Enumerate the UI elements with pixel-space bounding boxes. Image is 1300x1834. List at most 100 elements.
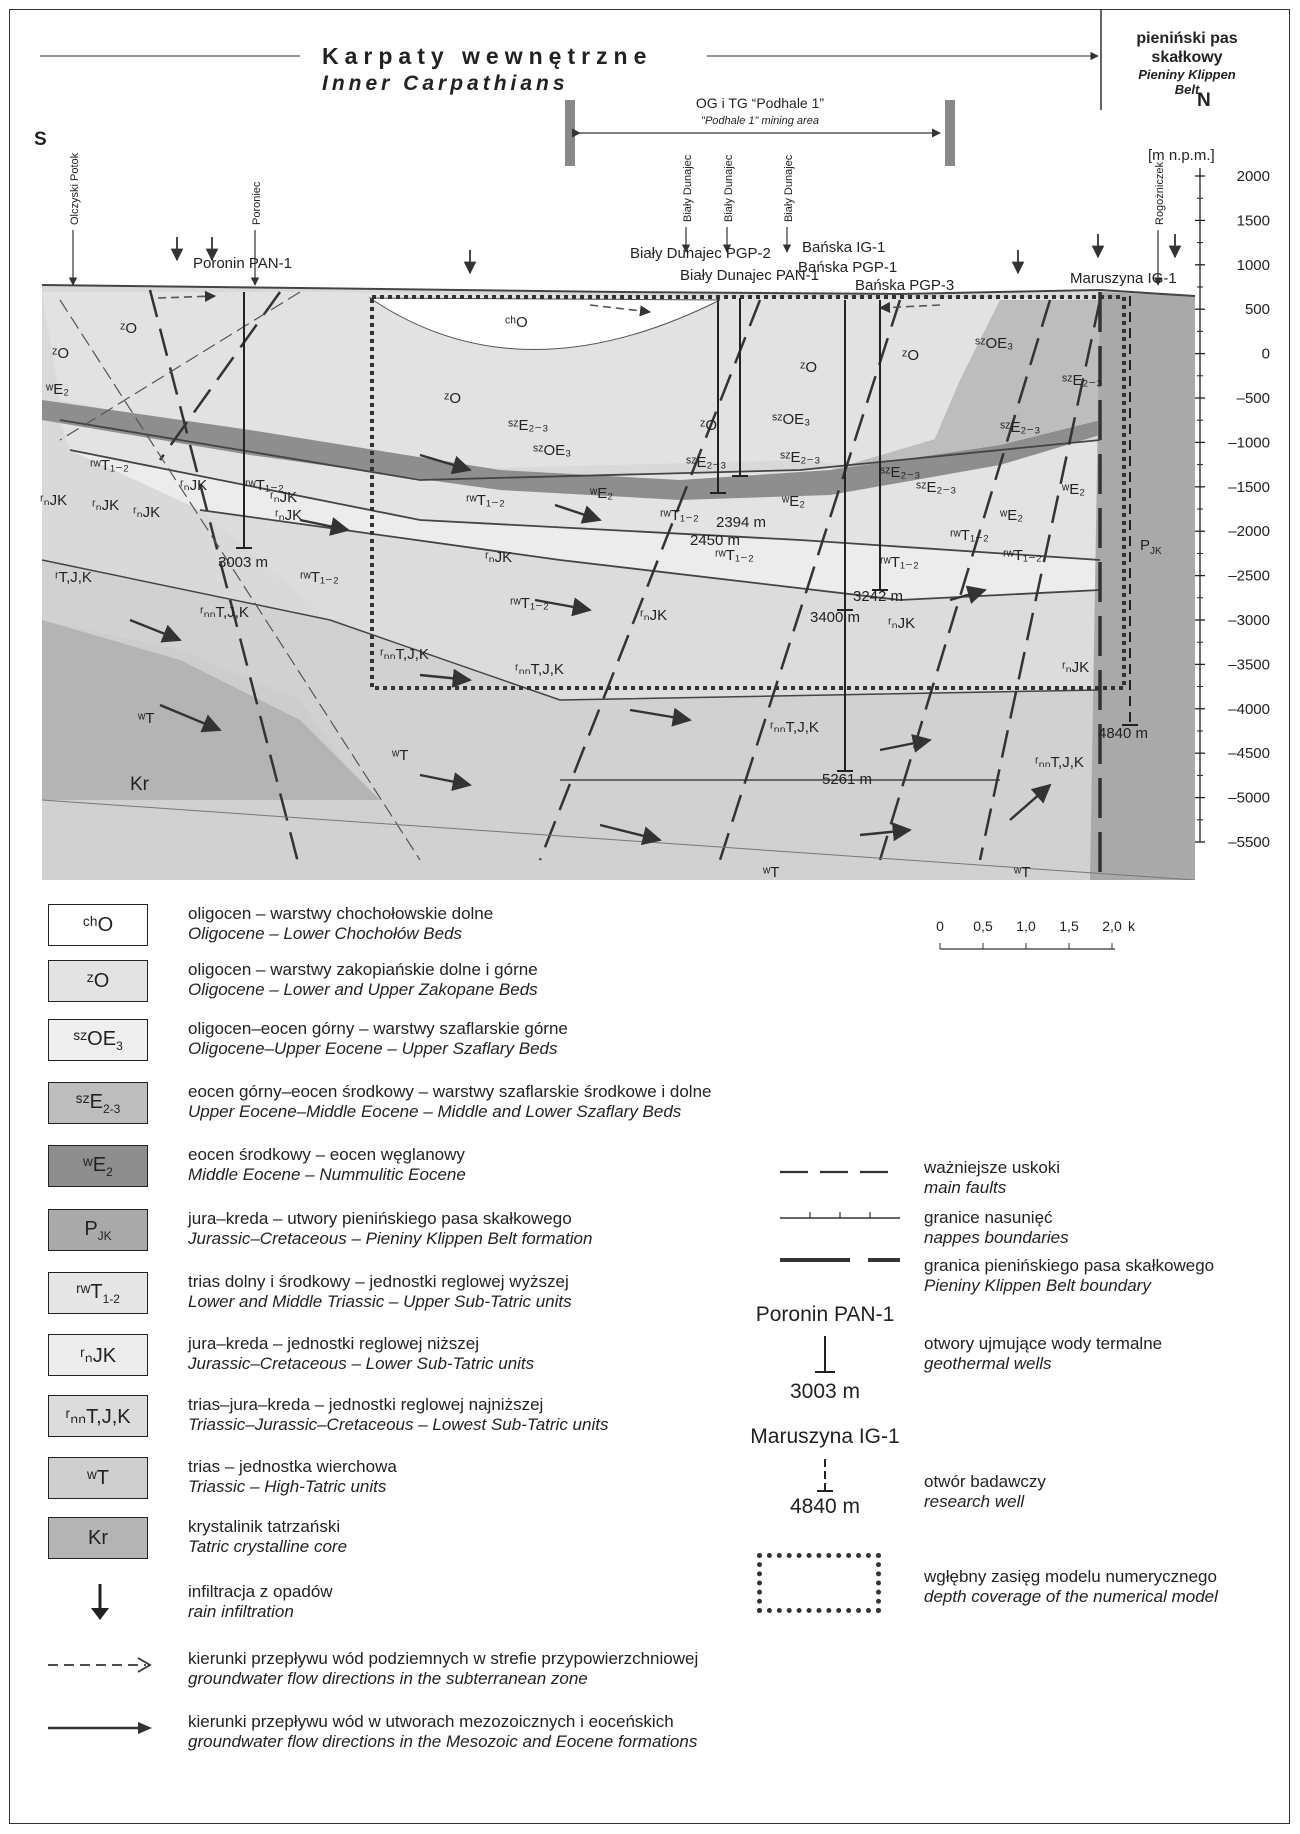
axis-tick-label: –500 (1237, 390, 1270, 407)
legend-swatch: ˢᶻOE3 (48, 1019, 148, 1061)
legend-research-well-en: research well (924, 1492, 1025, 1511)
legend-swatch: ʳʷT1-2 (48, 1272, 148, 1314)
svg-text:ʳʷT₁₋₂: ʳʷT₁₋₂ (715, 547, 754, 564)
axis-tick-label: –5000 (1228, 790, 1270, 807)
legend-research-well: otwór badawczy research well (924, 1472, 1046, 1512)
legend-label-en: groundwater flow directions in the subte… (188, 1669, 588, 1688)
figure-frame (9, 9, 1290, 1824)
solid-flow-arrow-icon (48, 1722, 152, 1734)
svg-text:ᶜʰO: ᶜʰO (505, 314, 528, 331)
svg-text:ʳʷT₁₋₂: ʳʷT₁₋₂ (466, 492, 505, 509)
svg-text:ʷT: ʷT (137, 710, 154, 727)
legend-label-en: Tatric crystalline core (188, 1537, 348, 1556)
legend-label-pl: eocen środkowy – eocen węglanowy (188, 1145, 465, 1164)
svg-text:ᶻO: ᶻO (902, 347, 919, 364)
legend-nappes-en: nappes boundaries (924, 1228, 1069, 1247)
well-labels: Poronin PAN-1 Biały Dunajec PGP-2 Biały … (193, 239, 1177, 294)
model-extent-box (370, 295, 1126, 690)
legend-geothermal-wells-pl: otwory ujmujące wody termalne (924, 1334, 1163, 1353)
scale-tick-label: 2,0 (1102, 918, 1122, 934)
scale-unit: km (1128, 918, 1135, 934)
legend-swatch: PJK (48, 1209, 148, 1251)
svg-text:ʷT: ʷT (762, 864, 779, 880)
legend-swatch: ᶻO (48, 960, 148, 1002)
legend-label-pl: oligocen – warstwy chochołowskie dolne (188, 904, 494, 923)
geo-well-symbol (815, 1336, 835, 1373)
mining-area-en: "Podhale 1" mining area (701, 115, 819, 127)
axis-tick-label: –4500 (1228, 745, 1270, 762)
mining-area-right-post (945, 100, 955, 166)
legend-swatch: ʳₙₙT,J,K (48, 1395, 148, 1437)
axis-tick-label: 1500 (1237, 212, 1270, 229)
legend-label-en: Oligocene–Upper Eocene – Upper Szaflary … (188, 1039, 558, 1058)
depth-pgp2: 2394 m (716, 514, 766, 531)
geological-cross-section: Karpaty wewnętrzne Inner Carpathians pie… (34, 10, 1270, 880)
well-banska-pgp1: Bańska PGP-1 (798, 259, 897, 276)
depth-maruszyna: 4840 m (1098, 725, 1148, 742)
legend-research-well-pl: otwór badawczy (924, 1472, 1046, 1491)
depth-poronin: 3003 m (218, 554, 268, 571)
svg-text:ᶻO: ᶻO (800, 359, 817, 376)
depth-banska-deep: 5261 m (822, 771, 872, 788)
legend-label-pl: jura–kreda – jednostki reglowej niższej (188, 1334, 480, 1353)
inner-carpathians-pl: Karpaty wewnętrzne (322, 43, 652, 69)
svg-text:ʳₙₙT,J,K: ʳₙₙT,J,K (380, 646, 429, 663)
legend-label-pl: kierunki przepływu wód podziemnych w str… (188, 1649, 699, 1668)
svg-text:ʳₙJK: ʳₙJK (888, 615, 915, 632)
legend-label-pl: trias–jura–kreda – jednostki reglowej na… (188, 1395, 544, 1414)
unit-labels: ᶜʰO ᶻO ᶻO ᶻO ᶻO ᶻO ᶻO ˢᶻE₂₋₃ ˢᶻOE₃ ˢᶻOE₃… (40, 314, 1162, 880)
svg-text:ʳₙJK: ʳₙJK (180, 477, 207, 494)
well-poronin-pan1: Poronin PAN-1 (193, 255, 292, 272)
axis-tick-label: –4000 (1228, 701, 1270, 718)
legend-label-en: Lower and Middle Triassic – Upper Sub-Ta… (188, 1292, 572, 1311)
legend-swatch: ʷT (48, 1457, 148, 1499)
svg-text:ˢᶻE₂₋₃: ˢᶻE₂₋₃ (508, 417, 548, 434)
svg-text:ʳₙₙT,J,K: ʳₙₙT,J,K (770, 719, 819, 736)
well-bialy-dunajec-pan1: Biały Dunajec PAN-1 (680, 267, 819, 284)
geo-well-sample-depth: 3003 m (789, 1380, 861, 1403)
legend-label-pl: eocen górny–eocen środkowy – warstwy sza… (188, 1082, 712, 1101)
research-well-sample-name: Maruszyna IG-1 (750, 1425, 900, 1448)
legend-main-faults-pl: ważniejsze uskoki (924, 1158, 1061, 1177)
legend-nappes: granice nasunięć nappes boundaries (924, 1208, 1069, 1248)
axis-tick-label: 2000 (1237, 168, 1270, 185)
well-banska-ig1: Bańska IG-1 (802, 239, 885, 256)
legend-pkb-boundary-pl: granica pienińskiego pasa skałkowego (924, 1256, 1215, 1275)
svg-text:ʷE₂: ʷE₂ (1061, 481, 1085, 498)
svg-text:ˢᶻE₂₋₃: ˢᶻE₂₋₃ (1062, 372, 1102, 389)
svg-text:ˢᶻE₂₋₃: ˢᶻE₂₋₃ (686, 454, 726, 471)
svg-text:ʳʷT₁₋₂: ʳʷT₁₋₂ (90, 457, 129, 474)
svg-text:ʳₙJK: ʳₙJK (640, 607, 667, 624)
svg-text:Kr: Kr (130, 774, 150, 795)
legend-main-faults-en: main faults (924, 1178, 1007, 1197)
legend-nappes-pl: granice nasunięć (924, 1208, 1053, 1227)
legend-label-pl: krystalinik tatrzański (188, 1517, 341, 1536)
pkb-title-en-1: Pieniny Klippen (1138, 67, 1236, 82)
legend-label-en: rain infiltration (188, 1602, 294, 1621)
legend-label-en: groundwater flow directions in the Mesoz… (188, 1732, 698, 1751)
svg-text:ˢᶻE₂₋₃: ˢᶻE₂₋₃ (916, 479, 956, 496)
axis-tick-label: –3500 (1228, 656, 1270, 673)
svg-text:ˢᶻOE₃: ˢᶻOE₃ (533, 442, 571, 459)
legend-swatch: Kr (48, 1517, 148, 1559)
model-extent-symbol (757, 1553, 881, 1613)
axis-tick-label: –3000 (1228, 612, 1270, 629)
legend-label-pl: oligocen–eocen górny – warstwy szaflarsk… (188, 1019, 568, 1038)
inner-carpathians-en: Inner Carpathians (322, 72, 569, 95)
svg-text:ʳʷT₁₋₂: ʳʷT₁₋₂ (950, 527, 989, 544)
river-markers: Olczyski Potok Poroniec Biały Dunajec Bi… (68, 152, 1166, 286)
legend-swatch: ʳₙJK (48, 1334, 148, 1376)
svg-text:ˢᶻE₂₋₃: ˢᶻE₂₋₃ (880, 464, 920, 481)
mining-area-left-post (565, 100, 575, 166)
pkb-title-pl-2: skałkowy (1151, 49, 1222, 66)
mining-area-pl: OG i TG “Podhale 1” (696, 95, 824, 111)
legend-label-pl: trias dolny i środkowy – jednostki reglo… (188, 1272, 569, 1291)
svg-text:ʳₙJK: ʳₙJK (40, 492, 67, 509)
svg-text:ˢᶻOE₃: ˢᶻOE₃ (975, 335, 1013, 352)
north-label: N (1197, 90, 1211, 111)
scale-tick-label: 0,5 (973, 918, 993, 934)
pkb-title-pl-1: pieniński pas (1136, 30, 1237, 47)
axis-tick-label: –1000 (1228, 434, 1270, 451)
svg-text:ʳʷT₁₋₂: ʳʷT₁₋₂ (880, 554, 919, 571)
svg-text:ʳT,J,K: ʳT,J,K (55, 569, 92, 586)
